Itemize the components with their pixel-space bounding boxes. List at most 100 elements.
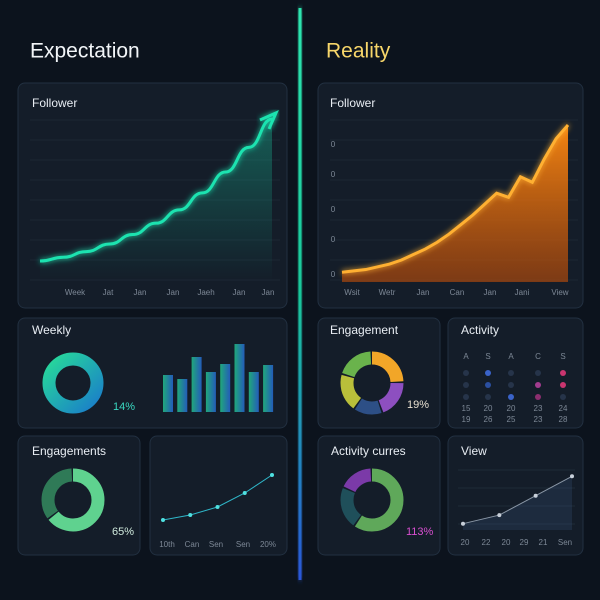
axis-label: Sen: [236, 540, 250, 549]
title: Expectation: [30, 40, 140, 63]
card: [317, 435, 441, 556]
activity-number: 25: [507, 415, 516, 424]
point: [497, 513, 502, 518]
card-title: Activity curres: [331, 444, 406, 458]
card-title: Engagement: [330, 323, 399, 337]
point: [570, 474, 574, 479]
axis-label: 20%: [260, 540, 276, 549]
point: [461, 521, 465, 526]
activity-dot: [508, 382, 514, 388]
area: [463, 476, 572, 530]
axis-label: 20: [502, 538, 511, 547]
bar: [248, 372, 259, 412]
activity-dot: [535, 370, 541, 376]
activity-dot: [463, 394, 469, 400]
bar: [220, 364, 231, 412]
bar: [263, 365, 274, 412]
axis-label: Jan: [167, 288, 180, 297]
axis-label: Wsit: [344, 288, 360, 297]
axis-label: 29: [520, 538, 529, 547]
activity-number: 28: [559, 415, 568, 424]
axis-label: S: [560, 352, 565, 361]
axis-label: 0: [331, 205, 336, 214]
donut-segment: [340, 468, 404, 532]
activity-number: 19: [462, 415, 471, 424]
activity-number: 20: [484, 404, 493, 413]
activity-dot: [560, 394, 566, 400]
axis-label: A: [463, 352, 469, 361]
bar: [234, 344, 245, 412]
axis-label: Jan: [262, 288, 275, 297]
point: [270, 473, 274, 477]
donut-segment: [340, 351, 404, 415]
donut-segment: [340, 468, 404, 532]
line: [39, 117, 273, 263]
bar: [177, 379, 188, 412]
donut-segment: [340, 351, 404, 415]
activity-dot: [535, 382, 541, 388]
activity-dot: [485, 370, 491, 376]
donut-ring: [42, 352, 104, 414]
donut-segment: [41, 468, 105, 532]
activity-dot: [560, 382, 566, 388]
donut-segment: [340, 351, 404, 415]
activity-dot: [508, 370, 514, 376]
bar: [191, 357, 202, 412]
axis-label: S: [485, 352, 490, 361]
point: [161, 518, 165, 522]
point: [215, 505, 220, 509]
activity-dot: [463, 382, 469, 388]
axis-label: 0: [331, 140, 336, 149]
activity-number: 20: [507, 404, 516, 413]
axis-label: 0: [331, 270, 336, 279]
axis-label: 0: [331, 235, 336, 244]
card-title: Weekly: [32, 323, 71, 337]
axis-label: Sen: [209, 540, 223, 549]
donut-label: 19%: [407, 399, 429, 411]
card: [447, 435, 584, 556]
donut-segment: [41, 468, 105, 532]
axis-label: A: [508, 352, 514, 361]
axis-label: Jan: [134, 288, 147, 297]
line: [462, 475, 573, 525]
point: [188, 513, 193, 517]
activity-dot: [560, 370, 566, 376]
axis-label: Wetr: [379, 288, 396, 297]
axis-label: Sen: [558, 538, 572, 547]
activity-number: 23: [534, 404, 543, 413]
activity-dot: [485, 394, 491, 400]
axis-label: Jan: [417, 288, 430, 297]
axis-label: View: [551, 288, 568, 297]
axis-label: 10th: [159, 540, 175, 549]
arrow-head: [259, 110, 279, 130]
axis-label: Jaeh: [197, 288, 214, 297]
activity-number: 24: [559, 404, 568, 413]
card-title: View: [461, 444, 487, 458]
area: [40, 118, 272, 283]
area: [342, 125, 568, 282]
donut-label: 113%: [406, 526, 434, 538]
divider: [298, 8, 302, 580]
card-title: Follower: [32, 96, 77, 110]
point: [533, 493, 538, 498]
donut-label: 65%: [112, 526, 134, 538]
point: [242, 491, 247, 495]
activity-dot: [485, 382, 491, 388]
card: [17, 435, 141, 556]
card-title: Follower: [330, 96, 375, 110]
axis-label: Can: [450, 288, 465, 297]
axis-label: 20: [461, 538, 470, 547]
card-title: Engagements: [32, 444, 106, 458]
axis-label: C: [535, 352, 541, 361]
card-title: Activity: [461, 323, 499, 337]
activity-dot: [508, 394, 514, 400]
activity-number: 23: [534, 415, 543, 424]
bar: [163, 375, 173, 412]
axis-label: Jani: [515, 288, 530, 297]
line: [341, 124, 570, 274]
card: [447, 317, 584, 429]
axis-label: Week: [65, 288, 86, 297]
activity-number: 15: [462, 404, 471, 413]
bar: [205, 372, 216, 412]
